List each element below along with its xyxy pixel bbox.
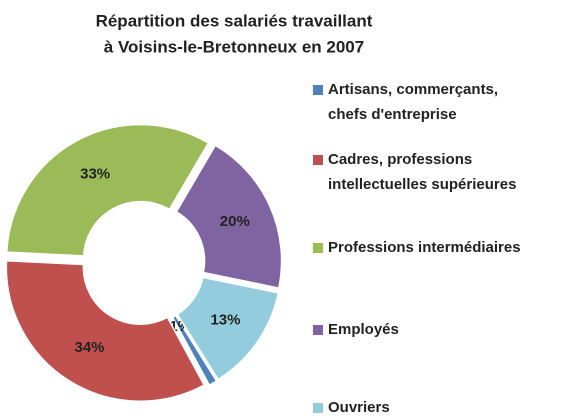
data-label: 20% [220,213,250,230]
chart-title: Répartition des salariés travaillant [96,11,373,30]
legend-swatch [313,85,323,95]
legend-label: Artisans, commerçants, chefs d'entreprise [328,81,498,123]
donut-slice [5,123,210,257]
chart-title: à Voisins-le-Bretonneux en 2007 [104,37,364,56]
data-label: 33% [80,166,110,183]
legend-label: Cadres, professions intellectuelles supér… [328,151,516,193]
legend-swatch [313,325,323,335]
donut-slice [176,276,280,381]
data-label: 13% [210,311,240,328]
legend-swatch [313,243,323,253]
legend-label: Ouvriers [328,399,390,416]
donut-slice [175,144,283,289]
donut-slice [5,260,206,402]
data-label: 34% [74,339,104,356]
legend-label: Professions intermédiaires [328,239,521,256]
legend-swatch [313,155,323,165]
legend-label: Employés [328,321,399,338]
donut-slice [171,314,218,387]
legend-swatch [313,403,323,413]
